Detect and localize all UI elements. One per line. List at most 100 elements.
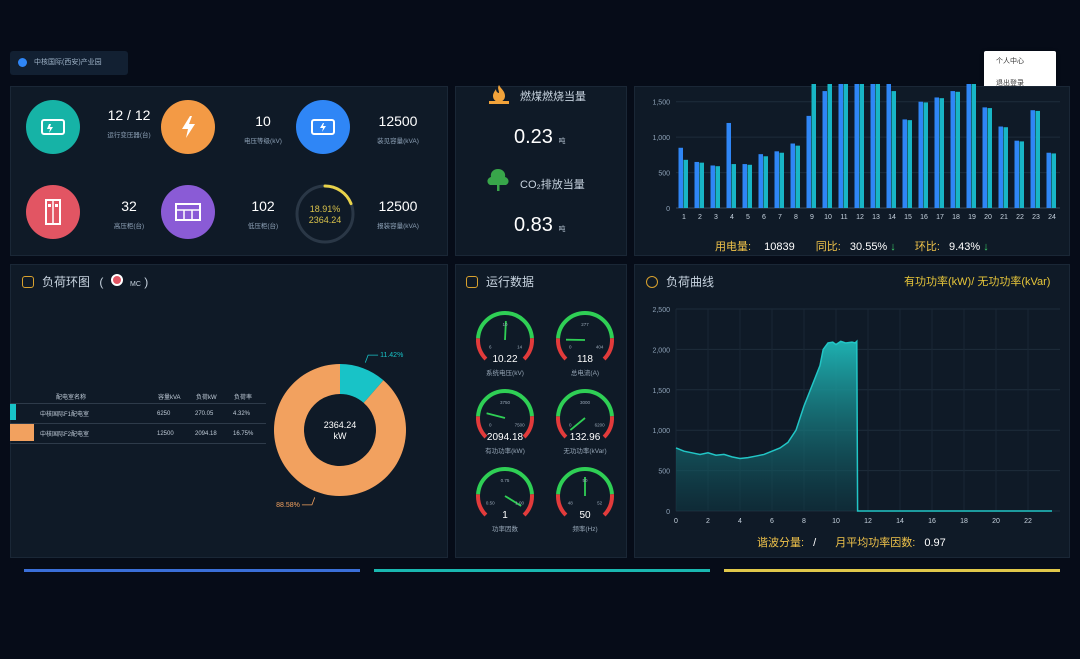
- stat-voltage-value: 10: [255, 113, 271, 129]
- y-tick-label: 1,500: [652, 388, 670, 395]
- bar: [1014, 140, 1019, 208]
- site-tag[interactable]: 中核国际(西安)产业园: [10, 51, 128, 75]
- gauge-tick-label: 52: [597, 500, 603, 505]
- bar: [939, 98, 944, 208]
- bar: [955, 91, 960, 208]
- x-tick-label: 24: [1048, 214, 1056, 221]
- x-tick-label: 23: [1032, 214, 1040, 221]
- gauge-tick-label: 0.75: [501, 478, 510, 483]
- usage-label: 用电量:: [715, 241, 752, 253]
- load-table: 配电室名称 容量kVA 负荷kW 负荷率 中核国际F1配电室 6250 270.…: [10, 390, 266, 444]
- tree-icon: [487, 169, 509, 191]
- gauge-needle: [486, 412, 506, 419]
- gauge-dial: 0 277 404: [556, 311, 614, 361]
- pf-label: 月平均功率因数:: [835, 537, 916, 549]
- bar: [902, 119, 907, 208]
- gauge-tick-label: 1.00: [515, 500, 524, 505]
- menu-item-profile[interactable]: 个人中心: [996, 58, 1024, 65]
- stat-voltage: 10 电压等级(kV): [223, 113, 303, 146]
- harmonic-value: /: [813, 537, 817, 549]
- bar: [875, 84, 880, 208]
- yoy-value: 30.55%: [849, 241, 888, 253]
- row2-load: 2094.18: [195, 430, 217, 437]
- donut-hole: [305, 395, 375, 465]
- coal-unit: 吨: [558, 138, 566, 145]
- menu-item-logout[interactable]: 退出登录: [996, 80, 1024, 87]
- gauge-tick-label: 277: [581, 322, 589, 327]
- gauge-dial: 0 3750 7500: [476, 389, 534, 439]
- x-tick-label: 10: [824, 214, 832, 221]
- gauge-label: 无功功率(kVar): [563, 448, 607, 455]
- x-tick-label: 11: [840, 214, 847, 221]
- bar: [742, 164, 747, 208]
- legend-tag: MC: [130, 281, 141, 288]
- x-tick-label: 14: [896, 518, 904, 525]
- bar: [859, 84, 864, 208]
- load-ring-percent: 18.91%: [310, 204, 341, 214]
- gauge-tick-label: 7500: [515, 422, 526, 427]
- x-tick-label: 15: [904, 214, 912, 221]
- bar: [774, 151, 779, 208]
- row1-load: 270.05: [195, 410, 214, 417]
- bar: [763, 156, 768, 208]
- gauge-tick-label: 3750: [500, 400, 511, 405]
- gauge-value: 50: [579, 510, 591, 521]
- legend-dot-icon: [110, 274, 123, 286]
- mom-value: 9.43%: [948, 241, 981, 253]
- co2-unit: 吨: [558, 226, 566, 233]
- harmonic-label: 谐波分量:: [757, 537, 805, 549]
- bar: [795, 145, 800, 208]
- donut-leader: [301, 497, 316, 506]
- bar: [1030, 110, 1035, 208]
- bar: [758, 154, 763, 208]
- load-ring-title: 负荷环图 ( MC ): [22, 273, 148, 290]
- gauge-green-zone: [556, 467, 614, 495]
- stat-report-value: 12500: [378, 198, 418, 214]
- gauge-red-zone: [556, 338, 568, 361]
- x-tick-label: 9: [810, 214, 814, 221]
- x-tick-label: 16: [920, 214, 928, 221]
- operation-panel: [455, 264, 627, 558]
- table-header-row: 配电室名称 容量kVA 负荷kW 负荷率: [10, 390, 266, 404]
- pf-value: 0.97: [924, 537, 946, 549]
- y-tick-label: 2,500: [652, 307, 670, 314]
- bar: [790, 143, 795, 208]
- bar: [987, 108, 992, 208]
- bar: [1035, 110, 1040, 208]
- x-tick-label: 21: [1000, 214, 1008, 221]
- gauge-value: 118: [577, 354, 593, 365]
- usage-value: 10839: [764, 241, 795, 253]
- gauge-red-zone: [602, 338, 614, 361]
- stat-installed-value: 12500: [378, 113, 418, 129]
- x-tick-label: 6: [762, 214, 766, 221]
- x-tick-label: 4: [738, 518, 742, 525]
- x-tick-label: 22: [1016, 214, 1024, 221]
- gauge-red-zone: [602, 416, 614, 439]
- gauge-needle: [504, 320, 507, 341]
- operation-title: 运行数据: [466, 273, 534, 290]
- gauge-value: 132.96: [569, 432, 601, 443]
- coal-label: 燃煤燃烧当量: [520, 91, 586, 103]
- th-load: 负荷kW: [196, 395, 217, 401]
- row2-name: 中核国际F2配电室: [40, 432, 90, 438]
- table-row[interactable]: 中核国际F2配电室 12500 2094.18 16.75%: [10, 423, 266, 444]
- gauge-label: 总电流(A): [570, 370, 600, 377]
- table-row[interactable]: 中核国际F1配电室 6250 270.05 4.32%: [10, 403, 266, 424]
- gauge-tick-label: 0: [569, 344, 572, 349]
- gauge-red-zone: [556, 416, 568, 439]
- bar: [806, 115, 811, 208]
- gauge-tick-label: 3000: [580, 400, 591, 405]
- bar: [907, 120, 912, 208]
- x-tick-label: 6: [770, 518, 774, 525]
- gauge-tick-label: 6200: [595, 422, 606, 427]
- bar: [886, 84, 891, 208]
- transformer-icon: [26, 100, 80, 154]
- gauge-green-zone: [556, 311, 614, 339]
- gauge-green-zone: [476, 311, 534, 339]
- carbon-panel: [455, 86, 627, 256]
- stat-transformers: 12 / 12 运行变压器(台): [89, 107, 169, 140]
- bar: [747, 164, 752, 208]
- stat-transformers-label: 运行变压器(台): [107, 132, 151, 139]
- stats-panel: [10, 86, 448, 256]
- curve-legend[interactable]: 有功功率(kW)/ 无功功率(kVar): [904, 276, 1051, 288]
